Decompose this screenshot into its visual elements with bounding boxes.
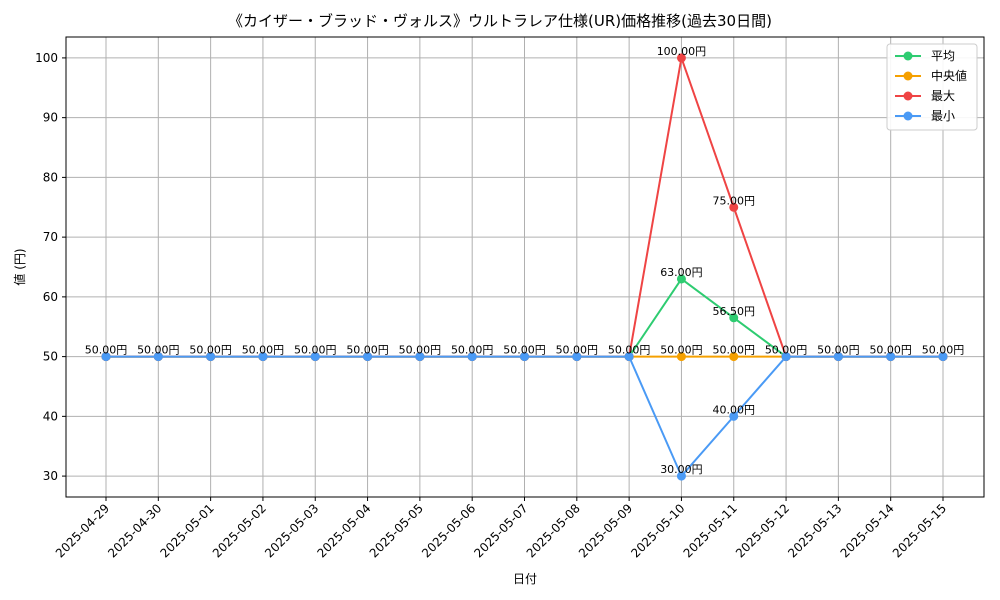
x-tick-label: 2025-05-01 (158, 501, 217, 560)
x-tick-label: 2025-05-03 (262, 501, 321, 560)
data-label: 50.00円 (242, 344, 285, 357)
data-point (886, 352, 896, 362)
data-label: 50.00円 (189, 344, 232, 357)
legend-label: 最小 (931, 109, 955, 123)
data-point (729, 202, 739, 212)
y-tick-label: 90 (43, 111, 58, 125)
data-label: 50.00円 (869, 344, 912, 357)
data-label: 50.00円 (85, 344, 128, 357)
data-label: 63.00円 (660, 266, 703, 279)
x-tick-label: 2025-05-05 (367, 501, 426, 560)
y-tick-label: 40 (43, 409, 58, 423)
data-point (938, 352, 948, 362)
data-point (101, 352, 111, 362)
data-point (729, 352, 739, 362)
y-tick-label: 70 (43, 230, 58, 244)
x-tick-label: 2025-04-30 (105, 501, 164, 560)
y-axis-label: 値 (円) (12, 248, 27, 285)
y-tick-label: 50 (43, 350, 58, 364)
x-axis-label: 日付 (513, 572, 537, 586)
data-point (153, 352, 163, 362)
legend-swatch-marker (903, 111, 913, 121)
data-label: 50.00円 (765, 344, 808, 357)
x-tick-label: 2025-05-11 (681, 501, 740, 560)
data-point (258, 352, 268, 362)
data-label: 50.00円 (608, 344, 651, 357)
legend-box (886, 43, 978, 131)
data-point (310, 352, 320, 362)
data-point (624, 352, 634, 362)
chart-title: 《カイザー・ブラッド・ヴォルス》ウルトラレア仕様(UR)価格推移(過去30日間) (228, 12, 772, 30)
legend-label: 平均 (931, 49, 955, 63)
y-tick-label: 100 (35, 51, 58, 65)
data-point (572, 352, 582, 362)
x-tick-label: 2025-05-08 (524, 501, 583, 560)
data-point (676, 471, 686, 481)
data-point (467, 352, 477, 362)
data-label: 50.00円 (399, 344, 442, 357)
data-point (520, 352, 529, 362)
y-tick-label: 80 (43, 170, 58, 184)
data-label: 50.00円 (660, 344, 703, 357)
data-point (729, 411, 739, 421)
legend-swatch-marker (903, 91, 913, 101)
data-label: 50.00円 (346, 344, 389, 357)
legend-swatch-marker (903, 71, 913, 81)
data-label: 100.00円 (657, 45, 707, 58)
x-tick-label: 2025-05-15 (890, 501, 949, 560)
data-point (363, 352, 373, 362)
data-point (833, 352, 843, 362)
data-label: 50.00円 (294, 344, 337, 357)
x-tick-label: 2025-05-06 (419, 501, 478, 560)
data-label: 50.00円 (137, 344, 180, 357)
legend-label: 中央値 (931, 68, 967, 83)
data-label: 75.00円 (713, 194, 756, 207)
data-point (415, 352, 425, 362)
data-label: 40.00円 (713, 403, 756, 416)
x-tick-label: 2025-05-10 (628, 501, 687, 560)
data-label: 56.50円 (713, 305, 756, 318)
data-point (676, 352, 686, 362)
x-tick-label: 2025-05-02 (210, 501, 269, 560)
data-label: 30.00円 (660, 463, 703, 476)
data-label: 50.00円 (922, 344, 965, 357)
y-tick-label: 30 (43, 469, 58, 483)
legend-swatch-marker (903, 51, 913, 61)
data-label: 50.00円 (713, 344, 756, 357)
legend-label: 最大 (931, 89, 955, 103)
x-tick-label: 2025-05-12 (733, 501, 792, 560)
x-tick-label: 2025-05-04 (314, 501, 373, 560)
data-point (676, 53, 686, 63)
x-tick-label: 2025-05-07 (471, 501, 530, 560)
x-tick-label: 2025-05-14 (838, 501, 897, 560)
y-tick-label: 60 (43, 290, 58, 304)
data-point (206, 352, 216, 362)
data-label: 50.00円 (817, 344, 860, 357)
data-label: 50.00円 (503, 344, 546, 357)
x-tick-label: 2025-05-13 (785, 501, 844, 560)
data-label: 50.00円 (556, 344, 599, 357)
x-tick-label: 2025-05-09 (576, 501, 635, 560)
data-point (781, 352, 791, 362)
data-label: 50.00円 (451, 344, 494, 357)
data-point (729, 313, 739, 323)
data-point (676, 274, 686, 284)
x-tick-label: 2025-04-29 (53, 501, 112, 560)
